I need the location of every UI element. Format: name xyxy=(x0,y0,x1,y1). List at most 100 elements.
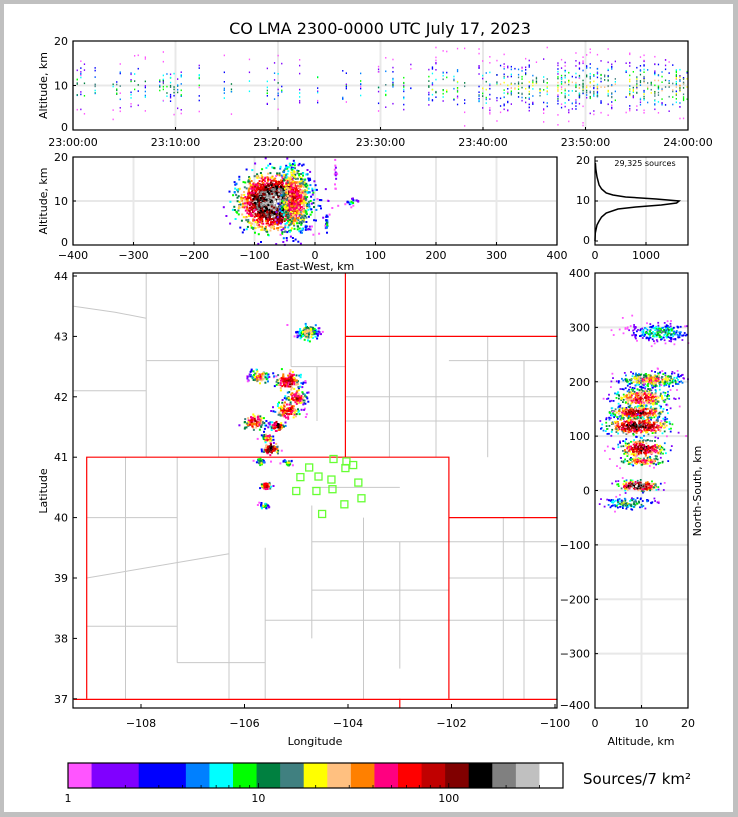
source-pixel xyxy=(270,460,272,463)
source-pixel xyxy=(306,169,309,171)
source-pixel xyxy=(177,84,179,87)
source-pixel xyxy=(345,101,347,103)
source-pixel xyxy=(673,326,675,329)
source-pixel xyxy=(296,209,299,212)
source-pixel xyxy=(668,326,670,329)
source-pixel xyxy=(682,87,685,89)
source-pixel xyxy=(528,93,530,95)
source-pixel xyxy=(254,231,256,234)
source-pixel xyxy=(169,86,172,88)
source-pixel xyxy=(435,78,437,81)
source-pixel xyxy=(251,417,254,419)
source-pixel xyxy=(278,377,281,380)
source-pixel xyxy=(307,391,310,394)
source-pixel xyxy=(557,68,559,70)
source-pixel xyxy=(235,193,238,196)
source-pixel xyxy=(607,114,609,116)
source-pixel xyxy=(265,444,268,447)
source-pixel xyxy=(650,384,653,387)
source-pixel xyxy=(578,87,581,89)
source-pixel xyxy=(626,378,628,381)
source-pixel xyxy=(264,372,267,375)
source-pixel xyxy=(664,383,666,386)
source-pixel xyxy=(297,240,300,243)
source-pixel xyxy=(657,91,660,94)
source-pixel xyxy=(252,218,255,221)
source-pixel xyxy=(166,85,168,88)
source-pixel xyxy=(503,96,505,98)
source-pixel xyxy=(575,108,577,110)
source-pixel xyxy=(273,223,276,225)
source-pixel xyxy=(521,67,523,70)
source-pixel xyxy=(287,194,289,197)
source-pixel xyxy=(640,382,642,384)
source-pixel xyxy=(280,406,283,409)
source-pixel xyxy=(119,63,121,65)
source-pixel xyxy=(275,206,278,209)
source-pixel xyxy=(485,96,487,99)
source-pixel xyxy=(503,77,505,79)
source-pixel xyxy=(144,94,146,97)
source-pixel xyxy=(666,382,669,385)
source-pixel xyxy=(664,86,667,88)
source-pixel xyxy=(280,185,282,188)
source-pixel xyxy=(252,183,255,186)
source-pixel xyxy=(291,187,294,189)
source-pixel xyxy=(679,117,681,120)
source-pixel xyxy=(303,332,306,335)
source-pixel xyxy=(282,373,285,376)
source-pixel xyxy=(648,326,651,329)
station-marker xyxy=(340,500,349,509)
source-pixel xyxy=(252,370,255,373)
source-pixel xyxy=(586,54,588,56)
source-pixel xyxy=(258,423,261,426)
source-pixel xyxy=(169,84,172,87)
source-pixel xyxy=(250,419,253,422)
source-pixel xyxy=(253,195,256,198)
source-pixel xyxy=(496,74,498,76)
source-pixel xyxy=(270,184,273,187)
source-pixel xyxy=(596,72,599,74)
source-pixel xyxy=(649,323,652,325)
source-pixel xyxy=(503,53,505,56)
source-pixel xyxy=(294,185,297,188)
source-pixel xyxy=(661,81,663,83)
time-tick-label: 23:20:00 xyxy=(253,136,302,149)
source-pixel xyxy=(292,183,295,186)
source-pixel xyxy=(294,167,296,170)
latitude-tick-label: 44 xyxy=(54,270,68,283)
source-pixel xyxy=(262,378,265,381)
source-pixel xyxy=(256,223,259,226)
source-pixel xyxy=(410,68,412,70)
source-pixel xyxy=(560,86,563,88)
longitude-tick-label: −102 xyxy=(436,717,466,730)
source-pixel xyxy=(286,203,288,206)
source-pixel xyxy=(650,82,652,85)
source-pixel xyxy=(435,69,437,71)
source-pixel xyxy=(277,449,280,452)
source-pixel xyxy=(263,193,266,196)
source-pixel xyxy=(589,97,591,100)
source-pixel xyxy=(636,86,638,89)
source-pixel xyxy=(297,197,299,200)
source-pixel xyxy=(666,325,669,327)
source-pixel xyxy=(277,402,279,405)
source-pixel xyxy=(266,215,269,218)
source-pixel xyxy=(624,378,627,381)
source-pixel xyxy=(593,80,595,83)
source-pixel xyxy=(521,66,523,69)
source-pixel xyxy=(291,386,294,389)
source-pixel xyxy=(507,91,509,93)
source-pixel xyxy=(263,461,265,464)
source-pixel xyxy=(284,377,287,380)
source-pixel xyxy=(112,85,114,88)
source-pixel xyxy=(94,83,96,86)
source-pixel xyxy=(646,322,648,325)
source-pixel xyxy=(304,215,307,217)
source-pixel xyxy=(130,97,132,99)
source-pixel xyxy=(392,66,394,69)
source-pixel xyxy=(291,217,294,220)
source-pixel xyxy=(277,191,280,194)
source-pixel xyxy=(244,418,247,421)
source-pixel xyxy=(671,328,673,331)
